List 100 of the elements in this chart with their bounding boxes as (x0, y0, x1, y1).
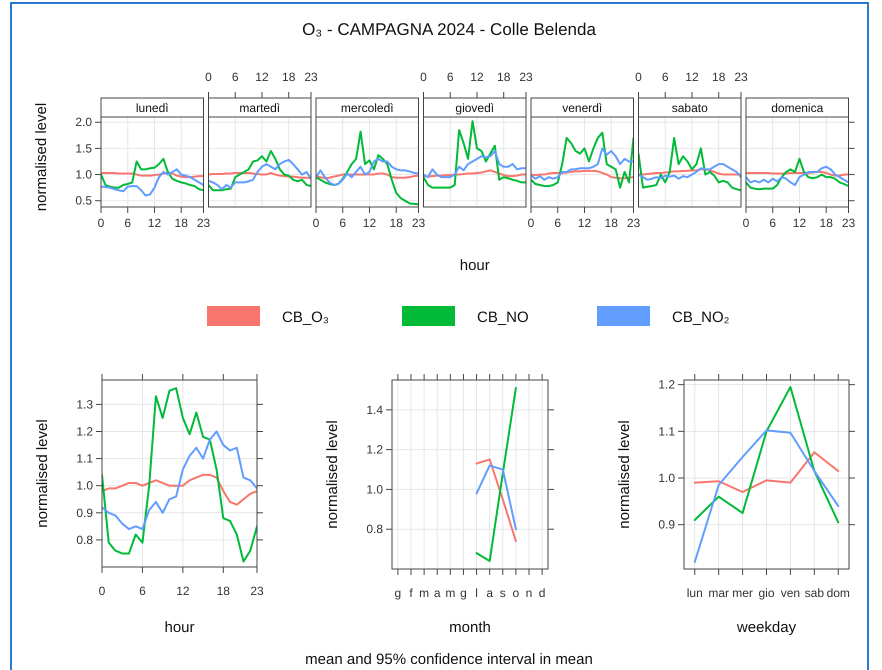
line-series (694, 451, 840, 493)
x2-tick-label: 23 (519, 70, 533, 84)
y-tick-label: 1.2 (366, 442, 384, 457)
x-tick-label: f (409, 586, 414, 600)
y-axis-title: normalised level (34, 419, 51, 528)
x2-tick-label: 18 (497, 70, 511, 84)
x2-tick-label: 12 (470, 70, 484, 84)
x2-tick-label: 0 (205, 70, 212, 84)
x2-tick-label: 12 (255, 70, 269, 84)
line-series (694, 386, 840, 524)
x-axis-title: hour (460, 257, 490, 274)
x-tick-label: 23 (626, 216, 640, 230)
chart-title: giovedì (455, 101, 494, 115)
x-tick-label: 6 (139, 584, 146, 598)
x2-tick-label: 12 (685, 70, 699, 84)
y-tick-label: 0.9 (76, 506, 94, 520)
x-tick-label: a (486, 586, 494, 600)
text: O₃ - CAMPAGNA 2024 - Colle Belenda (302, 20, 596, 39)
x-tick-label: 6 (339, 216, 346, 230)
x-tick-label: 12 (578, 216, 592, 230)
x-tick-label: 18 (174, 216, 188, 230)
y-tick-label: 1.0 (366, 482, 384, 496)
x-tick-label: 12 (362, 216, 376, 230)
x2-tick-label: 6 (662, 70, 669, 84)
line-series (101, 158, 204, 192)
x2-tick-label: 18 (712, 70, 726, 84)
x-tick-label: sab (804, 586, 824, 600)
x-tick-label: mer (732, 586, 753, 600)
x-tick-label: 0 (312, 216, 320, 230)
x-tick-label: 0 (98, 216, 105, 230)
y-tick-label: 1.3 (76, 397, 94, 412)
line-series (101, 168, 204, 196)
line-series (476, 458, 517, 542)
y-tick-label: 2.0 (75, 115, 92, 130)
x-tick-label: gio (758, 586, 775, 600)
chart-title: mercoledì (340, 101, 394, 115)
x-tick-label: 0 (98, 584, 106, 598)
x-tick-label: g (394, 586, 402, 600)
x-tick-label: 6 (769, 216, 776, 230)
x-tick-label: m (419, 586, 430, 600)
x-tick-label: 23 (412, 216, 426, 230)
line-series (476, 386, 517, 562)
y-tick-label: 1.2 (76, 424, 94, 438)
x2-tick-label: 0 (635, 70, 642, 84)
y-tick-label: 0.8 (76, 532, 94, 547)
y-tick-label: 1.5 (75, 141, 92, 156)
x2-tick-label: 6 (446, 70, 454, 84)
y-axis-title: normalised level (324, 420, 341, 529)
x-tick-label: a (434, 586, 441, 600)
x2-tick-label: 0 (420, 70, 428, 84)
x-tick-label: 18 (216, 584, 230, 598)
y-tick-label: 1.0 (76, 478, 94, 493)
x-tick-label: l (475, 586, 478, 600)
chart-title: martedì (239, 101, 280, 115)
chart-title: lunedì (136, 101, 169, 115)
x2-tick-label: 23 (304, 70, 318, 84)
y-axis-title: normalised level (616, 420, 633, 529)
x-tick-label: 18 (604, 216, 618, 230)
y-axis-title: normalised level (33, 102, 50, 212)
x-tick-label: lun (686, 586, 703, 600)
chart-title: domenica (771, 101, 824, 115)
x-tick-label: d (538, 586, 546, 600)
x-tick-label: 6 (124, 216, 132, 230)
x-tick-label: dom (826, 586, 850, 600)
line-series (102, 474, 257, 506)
legend-label: CB_NO₂ (672, 309, 730, 326)
chart-title: sabato (672, 101, 708, 115)
x-axis-title: hour (164, 619, 195, 636)
x-tick-label: 18 (390, 216, 404, 230)
x-tick-label: s (500, 586, 506, 600)
x-tick-label: 6 (554, 216, 562, 230)
x-tick-label: 23 (250, 584, 264, 598)
y-tick-label: 1.1 (76, 452, 94, 466)
y-tick-label: 1.0 (75, 168, 92, 182)
x-tick-label: g (460, 586, 467, 600)
x-tick-label: 12 (792, 216, 806, 230)
y-tick-label: 1.0 (658, 471, 676, 485)
legend-label: CB_NO (477, 309, 529, 326)
x-tick-label: n (526, 586, 532, 600)
x-tick-label: 12 (148, 216, 162, 230)
y-tick-label: 1.2 (658, 378, 676, 392)
x-axis-title: month (449, 619, 491, 636)
chart-title: venerdì (562, 101, 602, 115)
line-series (102, 430, 257, 530)
x-tick-label: 23 (196, 216, 210, 230)
y-tick-label: 0.8 (366, 522, 384, 536)
x-tick-label: 12 (176, 584, 190, 598)
x2-tick-label: 23 (734, 70, 748, 84)
x2-tick-label: 6 (232, 70, 239, 84)
line-series (476, 464, 517, 530)
y-tick-label: 0.5 (75, 194, 92, 208)
x-tick-label: 18 (820, 216, 834, 230)
y-tick-label: 0.9 (658, 518, 676, 532)
y-tick-label: 1.4 (366, 402, 384, 417)
line-series (102, 387, 257, 563)
x-tick-label: mar (708, 586, 730, 600)
x-tick-label: o (512, 586, 520, 600)
y-tick-label: 1.1 (658, 424, 676, 438)
text: mean and 95% confidence interval in mean (305, 651, 593, 668)
x-tick-label: 0 (528, 216, 535, 230)
